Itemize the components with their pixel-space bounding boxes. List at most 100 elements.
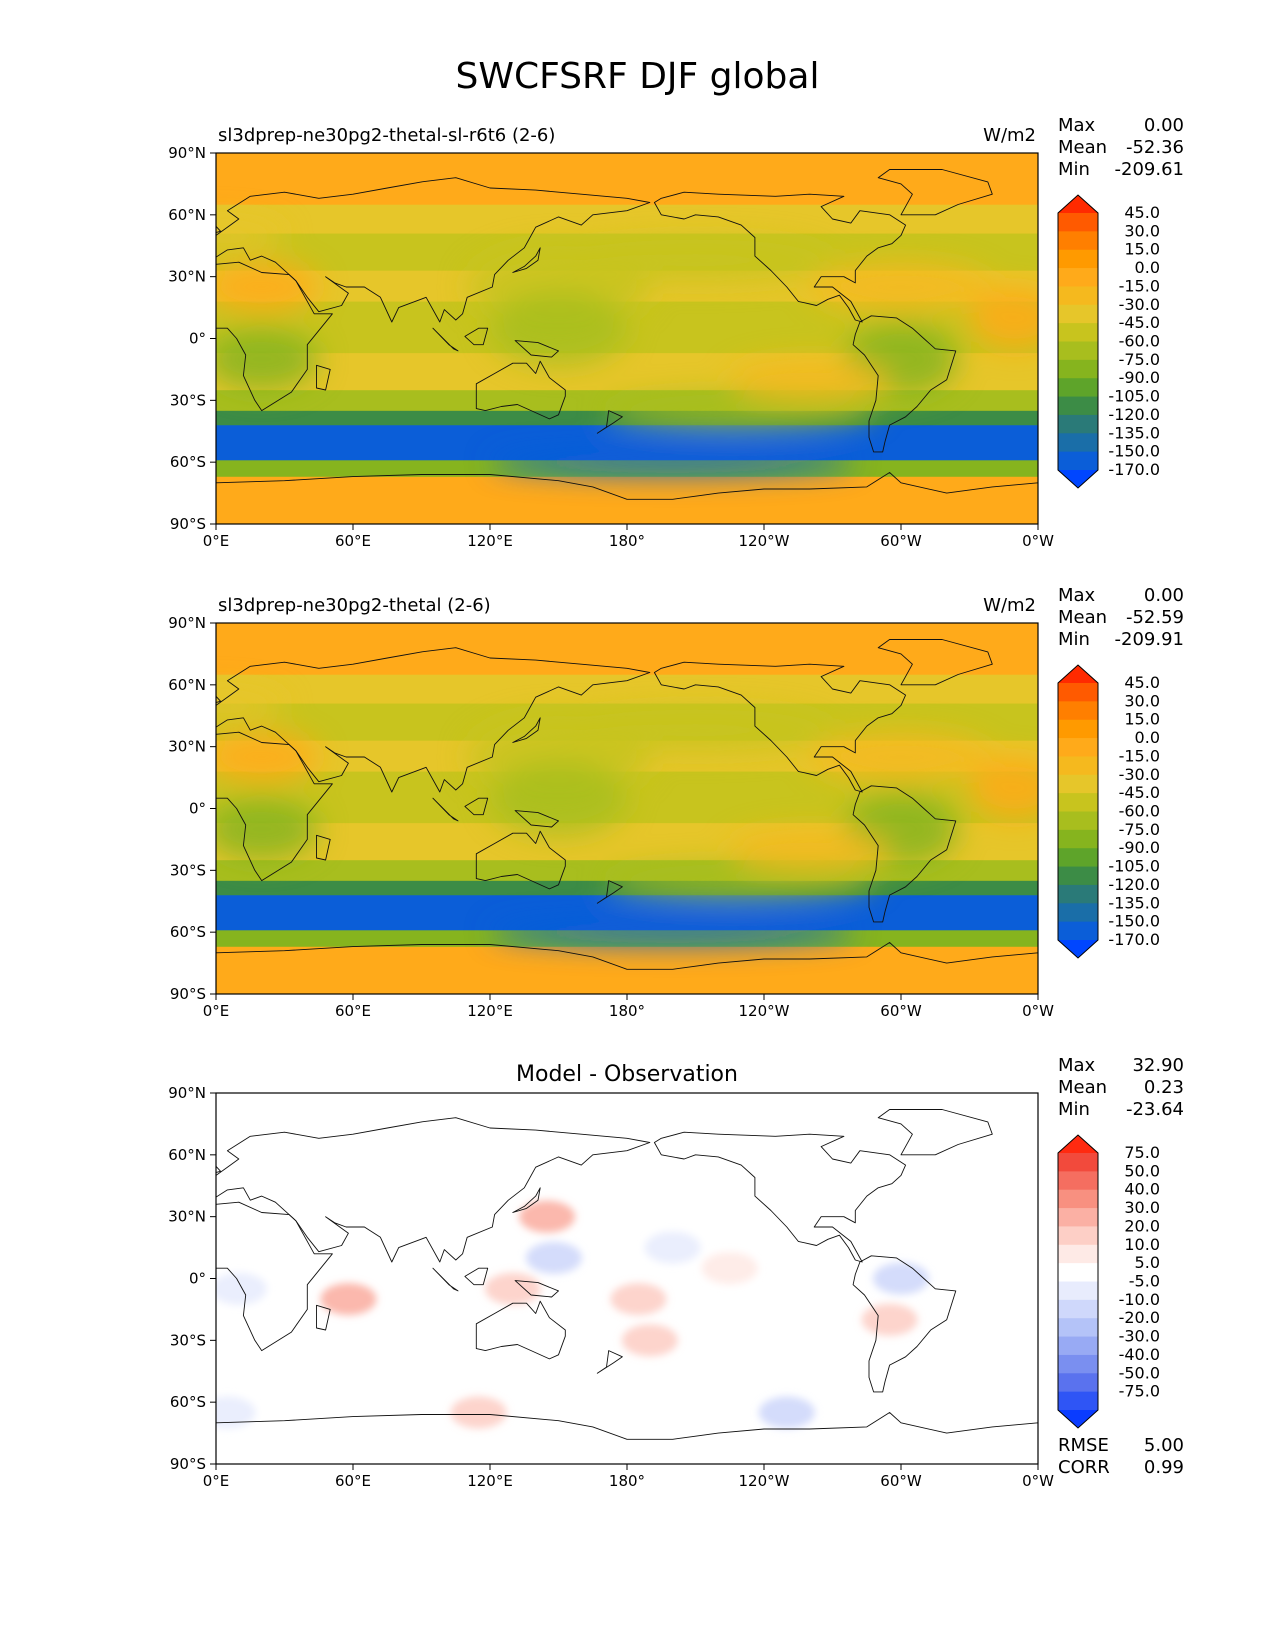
colorbar-segment <box>1058 268 1098 287</box>
colorbar-tick-label: -50.0 <box>1119 1363 1160 1382</box>
colorbar-tick-label: -150.0 <box>1108 912 1160 931</box>
coastline <box>216 1412 1038 1464</box>
coastline <box>653 191 907 323</box>
colorbar: 45.030.015.00.0-15.0-30.0-45.0-60.0-75.0… <box>1057 194 1160 489</box>
x-tick-label: 60°E <box>335 532 371 550</box>
x-tick-label: 60°E <box>335 1472 371 1490</box>
colorbar-tick-label: -45.0 <box>1119 313 1160 332</box>
stat-value-mean: 0.23 <box>1144 1077 1184 1098</box>
coastline <box>852 785 957 923</box>
field-band <box>216 476 1038 524</box>
colorbar-tick-label: 0.0 <box>1135 258 1160 277</box>
field-layer <box>216 153 1038 524</box>
colorbar-tick-label: -75.0 <box>1119 1382 1160 1401</box>
field-patch <box>558 239 833 281</box>
metric-label: RMSE <box>1058 1435 1109 1456</box>
colorbar-tick-label: -10.0 <box>1119 1290 1160 1309</box>
colorbar-tick-label: -135.0 <box>1108 893 1160 912</box>
colorbar-extend-bottom <box>1058 1410 1098 1428</box>
x-tick-label: 0°W <box>1022 532 1054 550</box>
colorbar-tick-label: -135.0 <box>1108 423 1160 442</box>
colorbar-tick-label: -150.0 <box>1108 442 1160 461</box>
colorbar-segment <box>1058 1208 1098 1227</box>
anomaly-patch <box>758 1396 815 1429</box>
colorbar-segment <box>1058 793 1098 812</box>
stat-value-mean: -52.59 <box>1126 607 1184 628</box>
field-layer <box>216 1093 1038 1464</box>
stat-label: Max <box>1058 1055 1096 1076</box>
x-tick-label: 60°W <box>880 1002 922 1020</box>
x-tick-label: 0°E <box>203 1002 230 1020</box>
colorbar-segment <box>1058 451 1098 471</box>
colorbar-segment <box>1058 433 1098 453</box>
coastline <box>596 880 623 904</box>
colorbar-tick-label: 5.0 <box>1135 1253 1160 1272</box>
coastline <box>216 261 333 412</box>
colorbar-segment <box>1058 738 1098 757</box>
colorbar-segment <box>1058 1281 1098 1301</box>
colorbar-segment <box>1058 231 1098 251</box>
colorbar-tick-label: -120.0 <box>1108 405 1160 424</box>
anomaly-patch <box>320 1283 377 1316</box>
panel-units: W/m2 <box>983 125 1036 146</box>
anomaly-patch <box>216 1396 256 1429</box>
colorbar-segment <box>1058 378 1098 398</box>
field-patch <box>490 919 856 945</box>
coastline <box>216 647 651 793</box>
x-tick-label: 0°E <box>203 1472 230 1490</box>
coastlines <box>216 1109 1038 1464</box>
coastline <box>852 1255 957 1393</box>
field-band <box>216 946 1038 994</box>
colorbar-outline <box>1057 194 1099 489</box>
x-tick-label: 120°W <box>739 1002 790 1020</box>
coastline <box>432 1267 459 1292</box>
x-tick-label: 180° <box>609 1472 645 1490</box>
stat-label: Mean <box>1058 137 1107 158</box>
field-patch <box>729 829 890 871</box>
colorbar-segment <box>1058 683 1098 702</box>
x-tick-label: 0°W <box>1022 1472 1054 1490</box>
figure-title: SWCFSRF DJF global <box>455 56 820 97</box>
y-tick-label: 90°N <box>168 614 206 632</box>
colorbar-tick-label: -15.0 <box>1119 276 1160 295</box>
x-tick-label: 120°E <box>467 532 513 550</box>
y-tick-label: 30°N <box>168 738 206 756</box>
stat-label: Min <box>1058 629 1090 650</box>
colorbar-tick-label: -75.0 <box>1119 350 1160 369</box>
y-tick-label: 90°N <box>168 1084 206 1102</box>
field-patch <box>216 798 319 861</box>
coastline <box>514 1280 559 1298</box>
y-tick-label: 0° <box>189 1270 206 1288</box>
colorbar-segment <box>1058 1299 1098 1319</box>
colorbar-extend-top <box>1058 195 1098 213</box>
coastline <box>514 340 559 358</box>
field-patch <box>969 286 1038 349</box>
colorbar-tick-label: 15.0 <box>1124 240 1160 259</box>
anomaly-patches <box>216 1200 929 1429</box>
coastline <box>216 942 1038 994</box>
colorbar-segment <box>1058 1318 1098 1338</box>
y-tick-label: 60°N <box>168 1146 206 1164</box>
x-tick-label: 120°W <box>739 532 790 550</box>
colorbar-segment <box>1058 414 1098 434</box>
coastline <box>512 1187 541 1213</box>
colorbar-tick-label: -15.0 <box>1119 746 1160 765</box>
panel-title: sl3dprep-ne30pg2-thetal-sl-r6t6 (2-6) <box>218 125 555 146</box>
anomaly-patch <box>484 1272 541 1305</box>
colorbar-tick-label: 15.0 <box>1124 710 1160 729</box>
anomaly-patch <box>873 1262 929 1295</box>
y-tick-label: 30°S <box>170 861 206 879</box>
coastline <box>653 661 907 793</box>
colorbar-tick-label: -30.0 <box>1119 765 1160 784</box>
x-tick-label: 0°W <box>1022 1002 1054 1020</box>
colorbar-segment <box>1058 1263 1098 1282</box>
panel-title: sl3dprep-ne30pg2-thetal (2-6) <box>218 595 491 616</box>
coastline <box>216 472 1038 524</box>
field-patch <box>216 688 285 722</box>
coastline <box>464 797 489 816</box>
colorbar-outline <box>1057 1134 1099 1429</box>
y-tick-label: 30°S <box>170 391 206 409</box>
colorbar-segment <box>1058 1373 1098 1393</box>
anomaly-patch <box>450 1396 507 1429</box>
